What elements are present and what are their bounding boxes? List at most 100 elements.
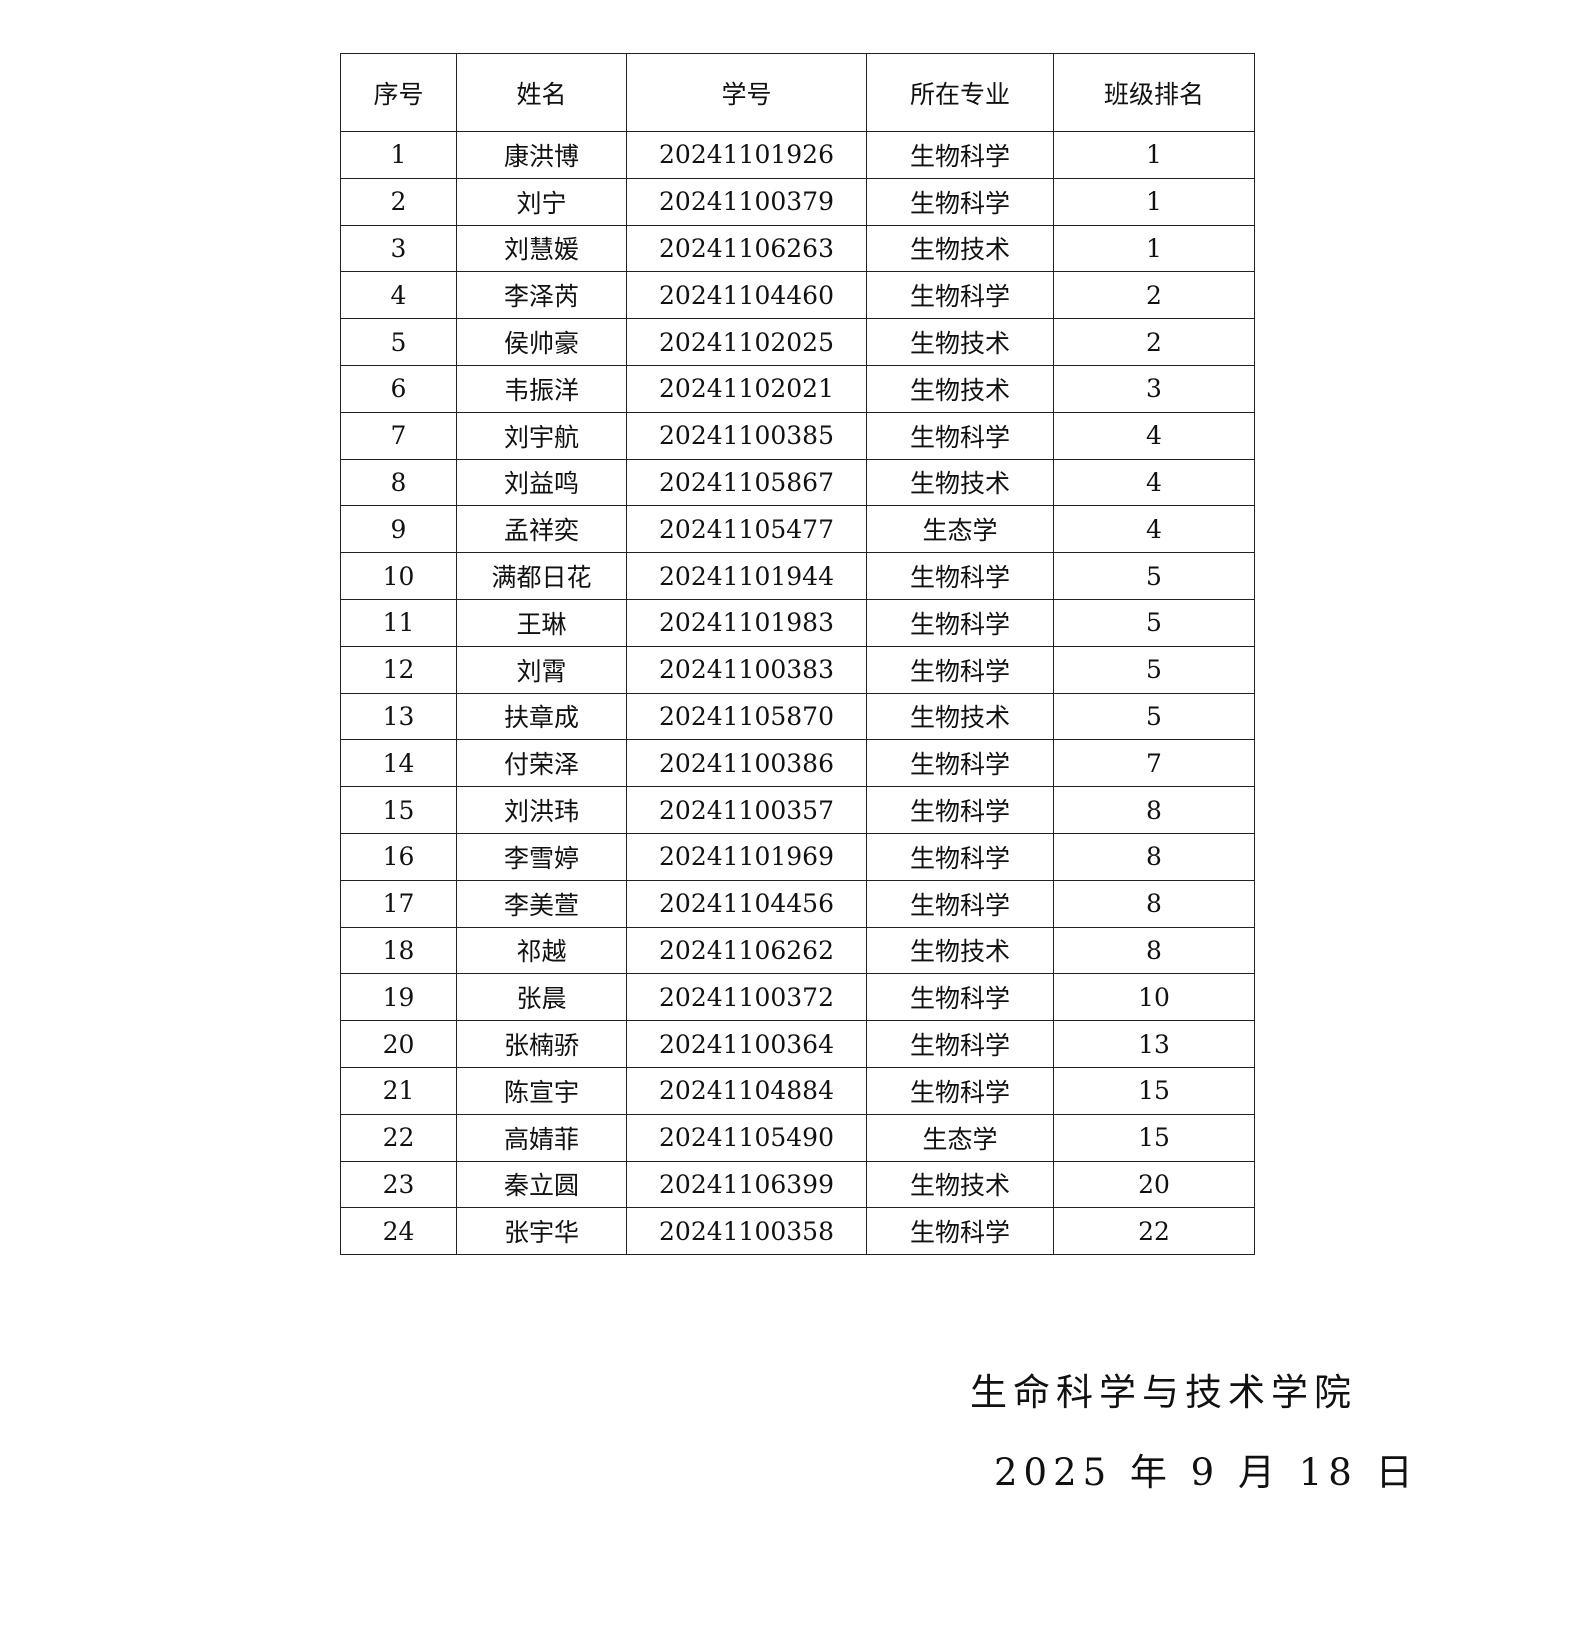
header-index: 序号 <box>340 53 457 132</box>
cell-major: 生物科学 <box>866 1066 1054 1115</box>
table-row: 23 秦立圆 20241106399 生物技术 20 <box>340 1160 1255 1209</box>
table-row: 19 张晨 20241100372 生物科学 10 <box>340 973 1255 1022</box>
cell-major: 生物科学 <box>866 411 1054 460</box>
cell-index: 8 <box>340 458 457 507</box>
cell-major: 生物科学 <box>866 131 1054 179</box>
table-row: 7 刘宇航 20241100385 生物科学 4 <box>340 411 1255 460</box>
cell-student-id: 20241105490 <box>626 1113 867 1162</box>
cell-index: 19 <box>340 973 457 1022</box>
table-row: 5 侯帅豪 20241102025 生物技术 2 <box>340 318 1255 366</box>
cell-class-rank: 1 <box>1053 177 1255 226</box>
cell-major: 生物科学 <box>866 879 1054 928</box>
cell-index: 2 <box>340 177 457 226</box>
cell-class-rank: 10 <box>1053 973 1255 1022</box>
cell-class-rank: 13 <box>1053 1020 1255 1068</box>
ranking-table: 序号 姓名 学号 所在专业 班级排名 1 康洪博 20241101926 生物科学 1 2… <box>340 53 1255 1256</box>
table-row: 18 祁越 20241106262 生物技术 8 <box>340 926 1255 975</box>
cell-class-rank: 8 <box>1053 926 1255 975</box>
table-row: 3 刘慧媛 20241106263 生物技术 1 <box>340 224 1255 273</box>
cell-major: 生物科学 <box>866 1020 1054 1068</box>
cell-student-id: 20241106263 <box>626 224 867 273</box>
cell-major: 生物技术 <box>866 364 1054 413</box>
table-row: 12 刘霄 20241100383 生物科学 5 <box>340 645 1255 694</box>
organization-name: 生命科学与技术学院 <box>970 1371 1357 1414</box>
cell-index: 18 <box>340 926 457 975</box>
cell-class-rank: 2 <box>1053 271 1255 320</box>
cell-index: 9 <box>340 505 457 554</box>
cell-class-rank: 4 <box>1053 505 1255 554</box>
cell-student-id: 20241101969 <box>626 832 867 881</box>
cell-student-id: 20241102025 <box>626 318 867 366</box>
cell-student-id: 20241100364 <box>626 1020 867 1068</box>
table-row: 15 刘洪玮 20241100357 生物科学 8 <box>340 786 1255 834</box>
cell-major: 生物科学 <box>866 645 1054 694</box>
table-row: 4 李泽芮 20241104460 生物科学 2 <box>340 271 1255 320</box>
table-row: 22 高婧菲 20241105490 生态学 15 <box>340 1113 1255 1162</box>
cell-index: 20 <box>340 1020 457 1068</box>
cell-index: 7 <box>340 411 457 460</box>
cell-student-id: 20241105477 <box>626 505 867 554</box>
header-class-rank: 班级排名 <box>1053 53 1255 132</box>
cell-name: 李美萱 <box>456 879 627 928</box>
cell-major: 生物科学 <box>866 552 1054 600</box>
header-major: 所在专业 <box>866 53 1054 132</box>
cell-class-rank: 1 <box>1053 224 1255 273</box>
cell-class-rank: 20 <box>1053 1160 1255 1209</box>
cell-index: 14 <box>340 739 457 788</box>
table-row: 6 韦振洋 20241102021 生物技术 3 <box>340 364 1255 413</box>
cell-class-rank: 4 <box>1053 458 1255 507</box>
cell-name: 高婧菲 <box>456 1113 627 1162</box>
table-row: 20 张楠骄 20241100364 生物科学 13 <box>340 1020 1255 1068</box>
cell-major: 生物技术 <box>866 1160 1054 1209</box>
cell-class-rank: 15 <box>1053 1113 1255 1162</box>
issue-date: 2025 年 9 月 18 日 <box>994 1451 1419 1494</box>
cell-class-rank: 4 <box>1053 411 1255 460</box>
cell-name: 李泽芮 <box>456 271 627 320</box>
cell-major: 生物技术 <box>866 458 1054 507</box>
cell-major: 生物科学 <box>866 832 1054 881</box>
cell-student-id: 20241100379 <box>626 177 867 226</box>
cell-major: 生物科学 <box>866 598 1054 647</box>
cell-major: 生物科学 <box>866 1207 1054 1256</box>
table-row: 24 张宇华 20241100358 生物科学 22 <box>340 1207 1255 1256</box>
cell-student-id: 20241100383 <box>626 645 867 694</box>
cell-major: 生物科学 <box>866 271 1054 320</box>
cell-major: 生物科学 <box>866 786 1054 834</box>
cell-student-id: 20241100357 <box>626 786 867 834</box>
cell-student-id: 20241104884 <box>626 1066 867 1115</box>
cell-name: 张宇华 <box>456 1207 627 1256</box>
cell-class-rank: 5 <box>1053 645 1255 694</box>
table-row: 13 扶章成 20241105870 生物技术 5 <box>340 692 1255 741</box>
cell-major: 生态学 <box>866 1113 1054 1162</box>
cell-name: 刘慧媛 <box>456 224 627 273</box>
cell-student-id: 20241101983 <box>626 598 867 647</box>
cell-index: 21 <box>340 1066 457 1115</box>
cell-class-rank: 8 <box>1053 786 1255 834</box>
cell-name: 满都日花 <box>456 552 627 600</box>
table-header-row: 序号 姓名 学号 所在专业 班级排名 <box>340 53 1255 132</box>
cell-index: 3 <box>340 224 457 273</box>
cell-major: 生物科学 <box>866 177 1054 226</box>
cell-major: 生物科学 <box>866 973 1054 1022</box>
cell-major: 生物技术 <box>866 224 1054 273</box>
cell-major: 生物技术 <box>866 318 1054 366</box>
cell-index: 22 <box>340 1113 457 1162</box>
cell-class-rank: 7 <box>1053 739 1255 788</box>
cell-class-rank: 1 <box>1053 131 1255 179</box>
table-row: 10 满都日花 20241101944 生物科学 5 <box>340 552 1255 600</box>
table-row: 8 刘益鸣 20241105867 生物技术 4 <box>340 458 1255 507</box>
cell-name: 刘益鸣 <box>456 458 627 507</box>
cell-name: 李雪婷 <box>456 832 627 881</box>
cell-index: 24 <box>340 1207 457 1256</box>
table-row: 9 孟祥奕 20241105477 生态学 4 <box>340 505 1255 554</box>
header-student-id: 学号 <box>626 53 867 132</box>
cell-class-rank: 5 <box>1053 598 1255 647</box>
cell-name: 孟祥奕 <box>456 505 627 554</box>
cell-name: 祁越 <box>456 926 627 975</box>
cell-class-rank: 8 <box>1053 879 1255 928</box>
cell-class-rank: 15 <box>1053 1066 1255 1115</box>
cell-class-rank: 8 <box>1053 832 1255 881</box>
cell-student-id: 20241100372 <box>626 973 867 1022</box>
cell-student-id: 20241100386 <box>626 739 867 788</box>
cell-index: 15 <box>340 786 457 834</box>
